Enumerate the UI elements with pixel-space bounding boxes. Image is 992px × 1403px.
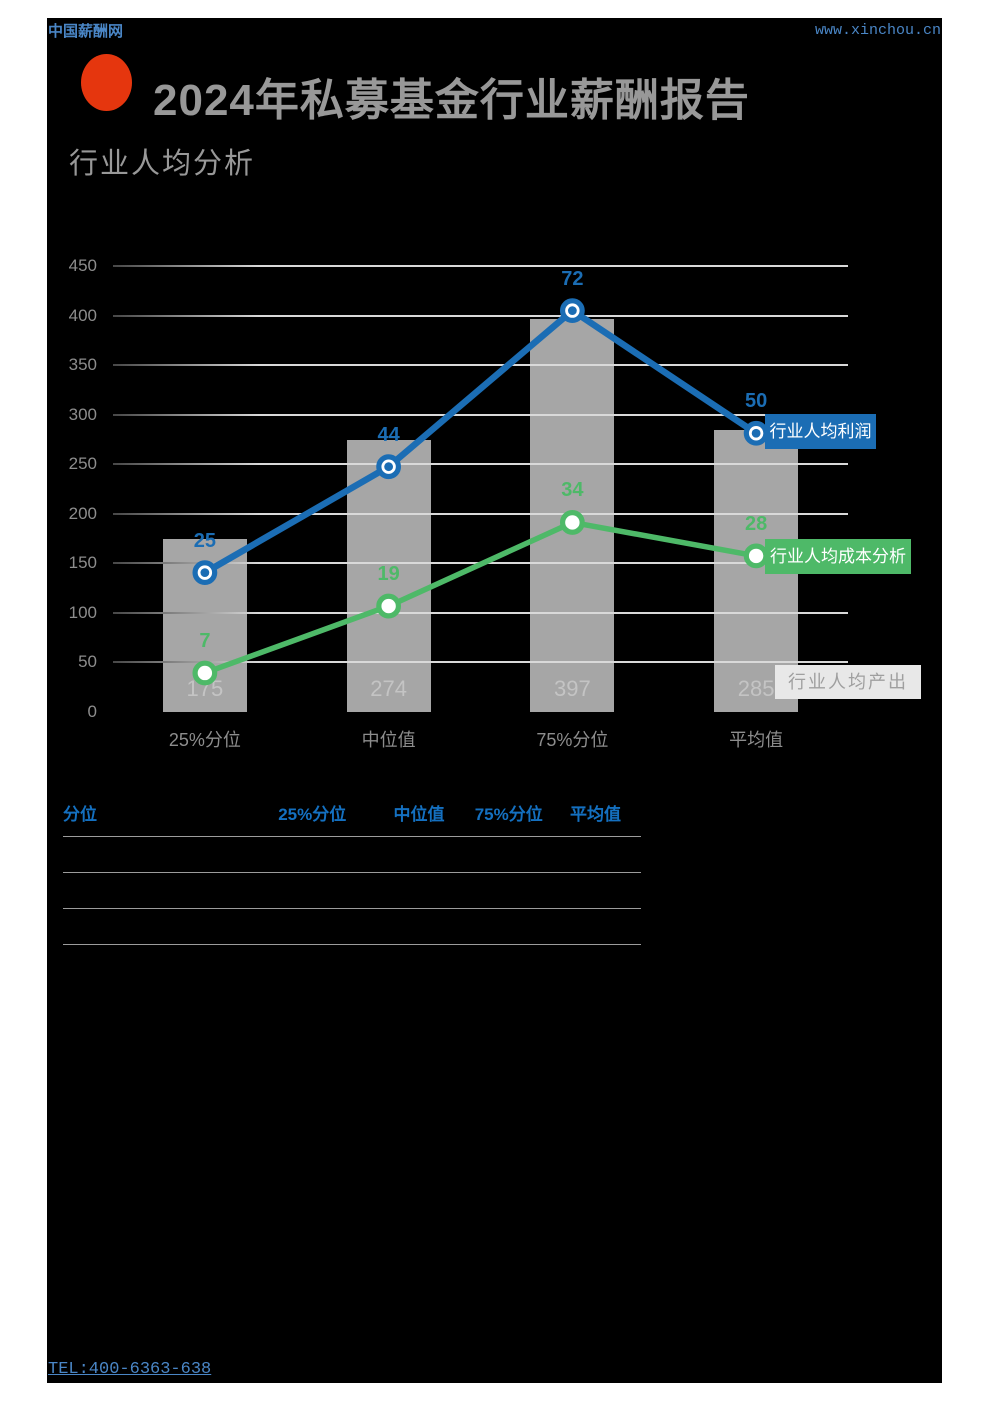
legend-profit: 行业人均利润 [765,414,876,449]
category-label: 中位值 [361,730,416,750]
data-point-dot [567,306,577,315]
bar-value-label: 274 [370,676,407,701]
site-name-link[interactable]: 中国薪酬网 [48,23,124,40]
table-header-cell: 25%分位 [248,800,347,837]
data-point-marker [376,593,402,619]
gridline [113,265,848,267]
combo-chart: 175 274 397 285 0 50 100 150 200 250 300 350 400 450 2… [47,18,942,793]
gridline [113,611,848,614]
data-point-label: 34 [561,479,584,502]
table-header-cell: 平均值 [542,800,641,837]
data-point-marker [192,660,218,686]
y-axis-tick-label: 450 [68,256,97,275]
bar-value-label: 397 [554,676,591,701]
legend-cost: 行业人均成本分析 [765,539,911,574]
y-axis-tick-label: 200 [68,503,97,523]
data-point-label: 28 [745,512,768,535]
data-point-label: 7 [199,629,211,652]
table-row [63,908,641,945]
y-axis-tick-label: 100 [68,602,97,622]
percentile-table: 分位 25%分位 中位值 75%分位 平均值 [63,800,641,945]
table-row [63,836,641,873]
tel-link[interactable]: TEL:400-6363-638 [48,1360,212,1379]
data-point-dot [751,428,761,438]
data-point-label: 25 [193,529,216,552]
gridline [113,463,848,466]
data-point-marker [743,543,769,569]
gridline [113,512,848,515]
y-axis-tick-label: 250 [68,454,97,474]
table-header-row: 分位 25%分位 中位值 75%分位 平均值 [63,800,641,837]
category-label: 75%分位 [536,730,609,750]
data-point-label: 19 [377,563,400,586]
bar-value-label: 285 [737,676,775,701]
gridline [113,661,848,664]
y-axis-tick-label: 400 [68,305,97,325]
data-point-marker [559,510,585,535]
site-url-link[interactable]: www.xinchou.cn [814,22,941,39]
data-point-label: 50 [745,390,768,413]
line-series [202,519,759,676]
category-label: 平均值 [729,730,784,750]
red-dot-logo-icon [81,54,132,111]
gridline [113,364,848,367]
data-point-label: 44 [377,423,400,446]
data-point-label: 72 [561,267,584,290]
line-series-layer [192,298,769,686]
y-axis-tick-label: 150 [68,553,97,573]
y-axis-tick-label: 0 [87,702,97,721]
gridline [113,413,848,416]
y-axis-tick-label: 300 [68,404,97,424]
y-axis-tick-label: 50 [78,652,97,672]
gridline [113,314,848,317]
table-header-cell: 中位值 [346,800,445,837]
page-title: 2024年私募基金行业薪酬报告 [153,76,750,125]
report-slide: 中国薪酬网 www.xinchou.cn 2024年私募基金行业薪酬报告 行业人… [47,18,942,1383]
line-series [201,307,760,576]
legend-output: 行业人均产出 [775,665,921,699]
data-point-dot [200,568,210,578]
section-title: 行业人均分析 [69,148,256,180]
table-header-cell: 75%分位 [444,800,543,837]
table-row [63,872,641,909]
data-point-dot [384,462,394,472]
y-axis-tick-label: 350 [68,355,97,375]
category-label: 25%分位 [168,730,241,750]
table-header-cell: 分位 [63,800,248,837]
